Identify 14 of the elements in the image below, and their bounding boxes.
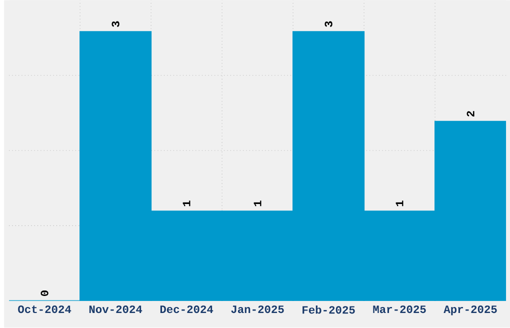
data-label: 3 <box>112 21 120 28</box>
data-label: 2 <box>466 111 474 117</box>
x-tick-label: Dec-2024 <box>160 306 214 314</box>
x-tick-label: Jan-2025 <box>231 306 284 314</box>
x-tick-label: Feb-2025 <box>302 306 355 314</box>
x-tick-label: Nov-2024 <box>89 306 142 314</box>
x-tick-label: Apr-2025 <box>444 306 497 316</box>
data-label: 1 <box>182 200 190 206</box>
x-tick-label: Oct-2024 <box>18 306 72 314</box>
data-label: 0 <box>40 290 48 296</box>
data-label: 3 <box>324 21 332 28</box>
data-label: 1 <box>396 200 404 206</box>
x-tick-label: Mar-2025 <box>373 306 426 314</box>
data-label: 1 <box>254 200 262 206</box>
